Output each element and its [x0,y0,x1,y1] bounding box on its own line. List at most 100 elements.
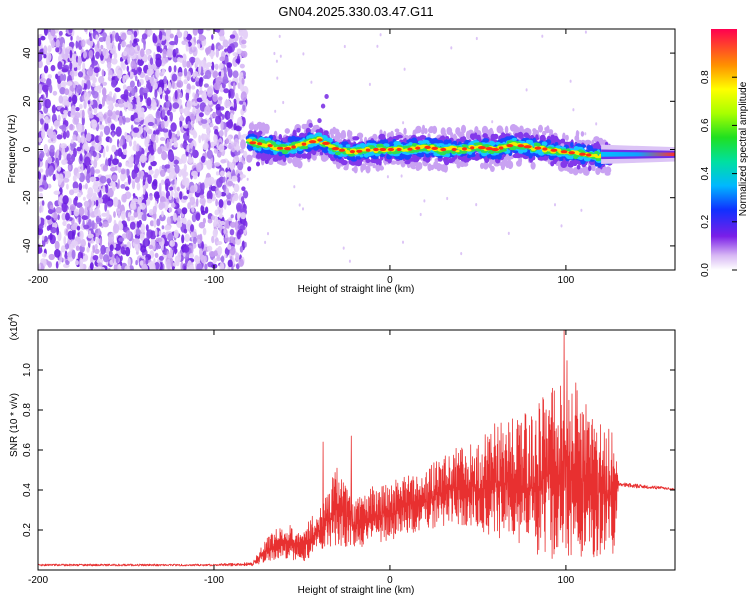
noise-blob [98,37,105,43]
noise-blob [160,120,165,129]
noise-blob [121,210,126,221]
noise-blob [69,62,73,70]
noise-blob [76,202,83,209]
noise-blob [235,58,241,64]
noise-blob [214,63,219,70]
noise-blob [114,102,120,108]
noise-blob [176,197,179,204]
ridge-halo [417,162,423,170]
noise-blob [149,57,154,65]
noise-blob [206,159,213,170]
noise-blob [153,35,158,44]
noise-blob [69,123,74,131]
sparse-dot [584,30,587,34]
noise-blob [169,162,174,173]
noise-blob [173,141,179,148]
ridge-blue [294,137,302,142]
noise-blob [224,99,231,109]
noise-blob [94,169,101,174]
noise-blob [186,189,190,195]
noise-blob [122,84,127,91]
noise-blob [85,173,91,184]
ridge-outer [441,135,445,139]
noise-blob [107,109,113,117]
noise-blob [147,174,153,185]
noise-blob [56,226,59,236]
ridge-cyan [345,144,351,148]
noise-blob [84,183,88,190]
noise-blob [86,164,91,174]
noise-blob [118,162,122,168]
noise-blob [87,90,92,96]
noise-blob [98,103,103,110]
noise-blob [167,253,173,259]
noise-blob [145,134,150,145]
noise-blob [241,186,246,191]
noise-blob [155,129,160,135]
noise-blob [226,45,233,54]
noise-blob [52,173,56,182]
noise-blob [93,67,100,74]
noise-blob [38,170,41,180]
ridge-halo [580,131,585,137]
ridge-halo [335,130,341,140]
noise-blob [214,209,220,216]
noise-blob [201,91,207,102]
sparse-dot [275,59,278,63]
sparse-dot [525,88,528,92]
noise-blob [113,181,116,188]
noise-blob [140,223,146,233]
noise-blob [69,189,75,196]
ridge-outer [365,158,371,164]
noise-blob [197,43,201,49]
noise-blob [149,230,157,240]
noise-blob [190,224,194,232]
noise-blob [168,195,172,200]
noise-blob [113,196,119,208]
ridge-blue [350,158,357,162]
noise-blob [38,215,41,226]
ridge-halo [284,128,290,134]
noise-blob [148,209,154,216]
noise-blob [138,67,142,73]
ridge-cyan [292,149,298,154]
noise-blob [213,250,219,257]
noise-blob [92,255,99,261]
noise-blob [197,238,201,245]
noise-blob [241,39,247,45]
noise-blob [235,125,242,132]
noise-blob [232,52,238,57]
noise-blob [42,84,49,93]
noise-blob [142,87,150,94]
noise-blob [41,200,45,206]
noise-blob [215,29,221,33]
noise-blob [38,263,41,270]
ridge-cyan [308,134,316,139]
noise-blob [134,63,138,71]
noise-blob [136,95,141,105]
noise-blob [227,244,232,250]
noise-blob [137,45,140,52]
ridge-halo [461,124,466,134]
noise-blob [198,112,204,118]
noise-blob [215,171,220,176]
noise-blob [211,235,215,244]
noise-blob [130,60,136,70]
noise-blob [156,45,161,53]
noise-blob [110,167,116,172]
noise-blob [190,113,195,121]
ridge-halo [361,163,367,171]
noise-blob [147,121,154,127]
noise-blob [206,130,211,140]
noise-blob [43,45,48,55]
noise-blob [68,41,75,48]
noise-blob [148,244,153,250]
noise-blob [203,178,209,189]
noise-blob [141,213,147,222]
noise-blob [102,148,106,159]
noise-blob [95,51,100,59]
noise-blob [81,79,85,89]
noise-blob [38,227,44,236]
ridge-halo [394,128,400,133]
sparse-dot [348,259,351,263]
